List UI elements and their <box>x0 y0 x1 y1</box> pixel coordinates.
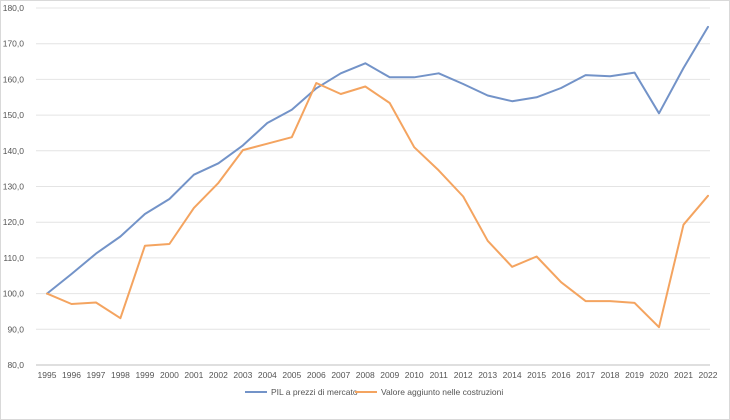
x-tick-label: 1998 <box>111 370 130 380</box>
x-tick-label: 2012 <box>454 370 473 380</box>
y-tick-label: 90,0 <box>7 324 24 334</box>
x-tick-label: 2020 <box>650 370 669 380</box>
y-tick-label: 120,0 <box>3 217 25 227</box>
x-tick-label: 2015 <box>527 370 546 380</box>
x-tick-label: 1996 <box>62 370 81 380</box>
legend-label-1: PIL a prezzi di mercato <box>271 387 358 397</box>
x-tick-label: 2002 <box>209 370 228 380</box>
y-tick-label: 140,0 <box>3 146 25 156</box>
x-tick-label: 2000 <box>160 370 179 380</box>
legend-label-2: Valore aggiunto nelle costruzioni <box>381 387 503 397</box>
x-tick-label: 1999 <box>135 370 154 380</box>
y-tick-label: 110,0 <box>3 253 24 263</box>
x-tick-label: 2018 <box>601 370 620 380</box>
x-tick-label: 2006 <box>307 370 326 380</box>
y-axis-tick-labels: 80,0 90,0 100,0 110,0 120,0 130,0 140,0 150,0 16… <box>3 3 25 370</box>
y-tick-label: 100,0 <box>3 289 25 299</box>
y-tick-label: 80,0 <box>7 360 24 370</box>
y-tick-label: 160,0 <box>3 74 25 84</box>
x-tick-label: 2001 <box>184 370 203 380</box>
x-tick-label: 2019 <box>625 370 644 380</box>
y-tick-label: 130,0 <box>3 182 25 192</box>
series-line-1 <box>46 25 709 295</box>
x-tick-label: 1995 <box>38 370 57 380</box>
x-tick-label: 2021 <box>674 370 693 380</box>
x-tick-label: 2022 <box>699 370 718 380</box>
y-tick-label: 170,0 <box>3 39 25 49</box>
x-tick-label: 2010 <box>405 370 424 380</box>
legend: PIL a prezzi di mercato Valore aggiunto n… <box>245 387 503 397</box>
series-line-2 <box>46 82 709 329</box>
x-tick-label: 2009 <box>380 370 399 380</box>
x-tick-label: 2014 <box>503 370 522 380</box>
x-tick-label: 2017 <box>576 370 595 380</box>
x-tick-label: 2016 <box>552 370 571 380</box>
series-lines <box>46 25 709 329</box>
gridlines <box>36 7 710 366</box>
x-tick-label: 2008 <box>356 370 375 380</box>
x-tick-label: 2005 <box>282 370 301 380</box>
x-tick-label: 2004 <box>258 370 277 380</box>
x-tick-label: 2003 <box>233 370 252 380</box>
x-axis-tick-labels: 1995 1996 1997 1998 1999 2000 2001 2002 2003 2004… <box>38 370 718 380</box>
x-tick-label: 2013 <box>478 370 497 380</box>
x-tick-label: 2007 <box>331 370 350 380</box>
x-tick-label: 2011 <box>430 370 449 380</box>
y-tick-label: 180,0 <box>3 3 25 13</box>
x-tick-label: 1997 <box>87 370 106 380</box>
y-tick-label: 150,0 <box>3 110 25 120</box>
